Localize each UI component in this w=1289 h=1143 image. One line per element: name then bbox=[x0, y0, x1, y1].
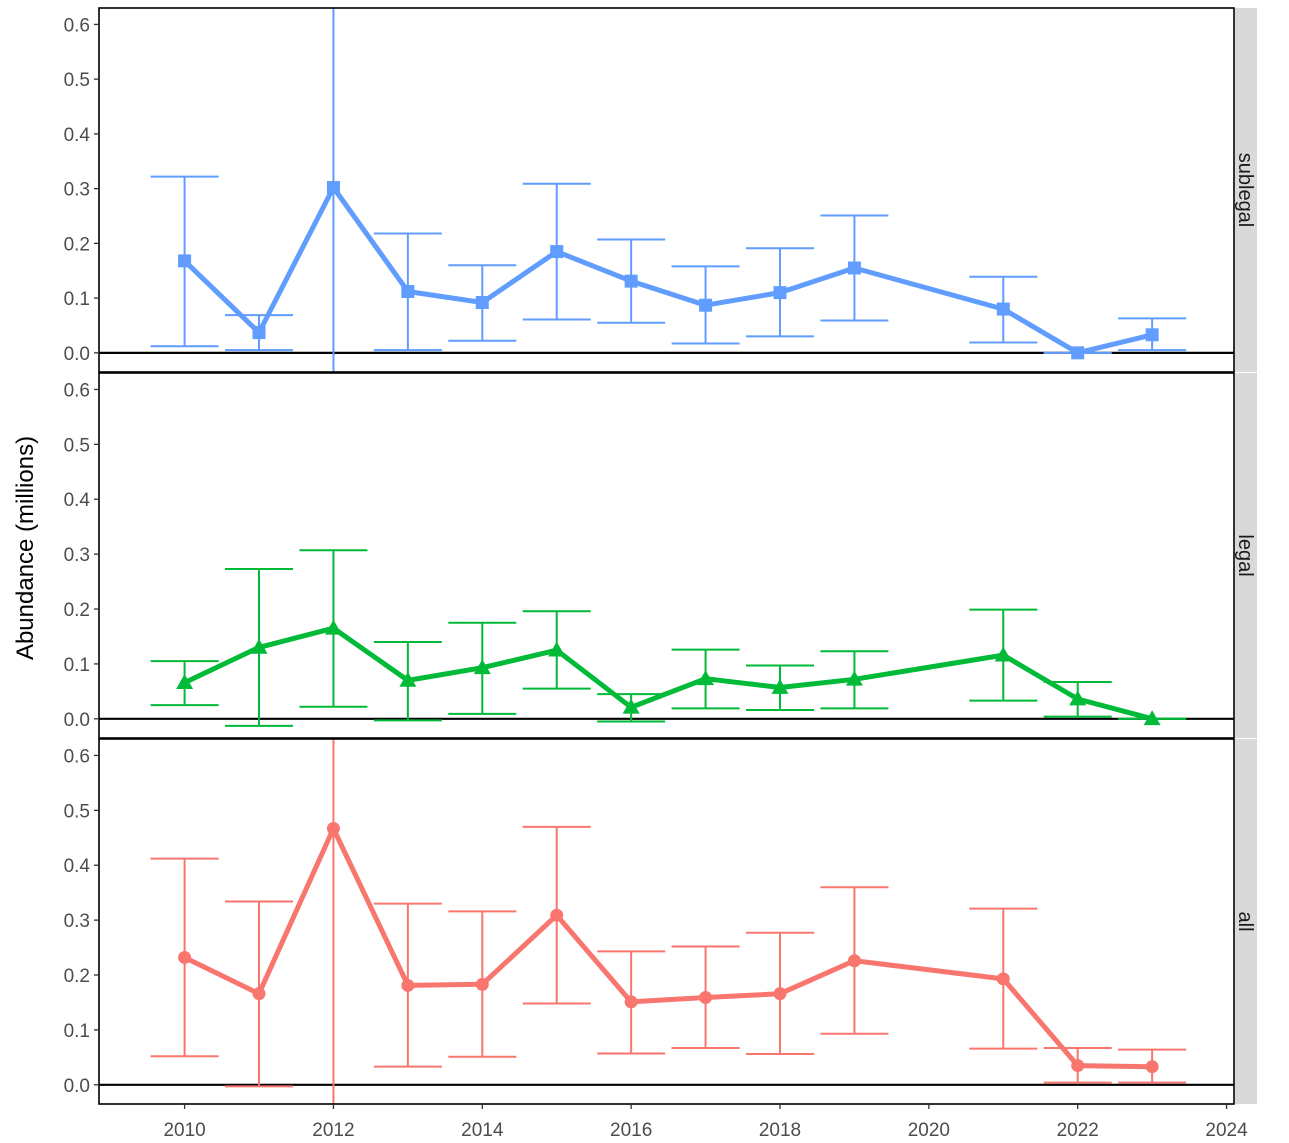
y-tick-label: 0.5 bbox=[64, 435, 90, 456]
y-tick-label: 0.4 bbox=[64, 856, 91, 877]
series-line-legal bbox=[182, 625, 1155, 722]
x-tick-label: 2014 bbox=[461, 1120, 504, 1141]
y-tick-label: 0.6 bbox=[64, 380, 90, 401]
data-point bbox=[697, 670, 715, 686]
data-point bbox=[624, 274, 638, 288]
data-point bbox=[1071, 346, 1085, 360]
data-point bbox=[847, 954, 861, 968]
data-point bbox=[250, 638, 268, 654]
y-tick-label: 0.0 bbox=[64, 344, 90, 365]
data-point bbox=[622, 698, 640, 714]
y-tick-label: 0.4 bbox=[64, 125, 91, 146]
plot-area bbox=[99, 8, 1234, 372]
series-line-sublegal bbox=[182, 185, 1155, 356]
data-point bbox=[401, 978, 415, 992]
y-tick-label: 0.5 bbox=[64, 70, 90, 91]
facet-strip-label: sublegal bbox=[1234, 153, 1256, 228]
y-tick-label: 0.1 bbox=[64, 1021, 90, 1042]
y-tick-label: 0.0 bbox=[64, 710, 90, 731]
data-point bbox=[324, 619, 342, 635]
data-point bbox=[550, 245, 564, 259]
y-tick-label: 0.2 bbox=[64, 966, 90, 987]
error-bar bbox=[332, 8, 335, 372]
x-tick-label: 2024 bbox=[1205, 1120, 1248, 1141]
data-point bbox=[771, 679, 789, 694]
facet-strip-label: all bbox=[1234, 911, 1256, 931]
y-tick-label: 0.3 bbox=[64, 180, 90, 201]
data-point bbox=[994, 646, 1012, 662]
plot-area bbox=[99, 549, 1234, 727]
facet-strip bbox=[1235, 739, 1257, 1104]
data-point bbox=[699, 298, 713, 312]
data-point bbox=[996, 302, 1010, 316]
x-tick-label: 2020 bbox=[908, 1120, 950, 1141]
data-point bbox=[473, 659, 491, 675]
y-tick-label: 0.6 bbox=[64, 746, 90, 767]
facet-strip bbox=[1235, 373, 1257, 738]
data-point bbox=[624, 995, 638, 1009]
y-tick-label: 0.5 bbox=[64, 801, 90, 822]
data-point bbox=[847, 261, 861, 275]
data-point bbox=[399, 671, 417, 687]
panel-border bbox=[98, 372, 1235, 739]
y-tick-label: 0.4 bbox=[64, 490, 91, 511]
data-point bbox=[252, 326, 266, 340]
y-tick-label: 0.0 bbox=[64, 1076, 90, 1097]
data-point bbox=[252, 987, 266, 1001]
x-tick-label: 2018 bbox=[759, 1120, 801, 1141]
data-point bbox=[178, 254, 192, 268]
data-point bbox=[550, 908, 564, 922]
data-point bbox=[176, 674, 194, 689]
data-point bbox=[773, 987, 787, 1001]
facet-panel-sublegal: sublegal 0.0 0.1 0.2 0.3 0.4 0.5 0.6 bbox=[64, 7, 1257, 373]
data-point bbox=[845, 670, 863, 686]
x-tick-label: 2012 bbox=[312, 1120, 354, 1141]
y-axis-title: Abundance (millions) bbox=[12, 436, 39, 660]
data-point bbox=[178, 950, 192, 964]
data-point bbox=[1145, 1060, 1159, 1074]
data-point bbox=[1071, 1059, 1085, 1073]
data-point bbox=[1143, 710, 1161, 726]
x-tick-label: 2016 bbox=[610, 1120, 652, 1141]
panel-border bbox=[98, 7, 1235, 373]
error-bar bbox=[332, 739, 335, 1104]
data-point bbox=[401, 285, 415, 299]
data-point bbox=[475, 977, 489, 991]
facet-strip-label: legal bbox=[1234, 534, 1256, 576]
y-tick-label: 0.3 bbox=[64, 545, 90, 566]
data-point bbox=[996, 972, 1010, 986]
series-line-all bbox=[182, 826, 1155, 1070]
x-tick-label: 2010 bbox=[163, 1120, 205, 1141]
facet-strip bbox=[1235, 8, 1257, 372]
data-point bbox=[1145, 328, 1159, 342]
facet-panel-legal: legal 0.0 0.1 0.2 0.3 0.4 0.5 0.6 bbox=[64, 372, 1257, 739]
data-point bbox=[475, 295, 489, 309]
y-tick-label: 0.3 bbox=[64, 911, 90, 932]
y-tick-label: 0.2 bbox=[64, 600, 90, 621]
data-point bbox=[699, 991, 713, 1005]
data-point bbox=[548, 641, 566, 657]
y-tick-label: 0.2 bbox=[64, 234, 90, 255]
data-point bbox=[1069, 690, 1087, 706]
y-tick-label: 0.6 bbox=[64, 15, 90, 36]
x-tick-label: 2022 bbox=[1057, 1120, 1099, 1141]
plot-area bbox=[99, 739, 1234, 1104]
y-tick-label: 0.1 bbox=[64, 655, 90, 676]
facet-panel-all: all 0.0 0.1 0.2 0.3 0.4 0.5 0.6 bbox=[64, 738, 1257, 1105]
data-point bbox=[773, 286, 787, 300]
panel-border bbox=[98, 738, 1235, 1105]
data-point bbox=[326, 181, 340, 195]
y-tick-label: 0.1 bbox=[64, 289, 90, 310]
data-point bbox=[326, 821, 340, 835]
